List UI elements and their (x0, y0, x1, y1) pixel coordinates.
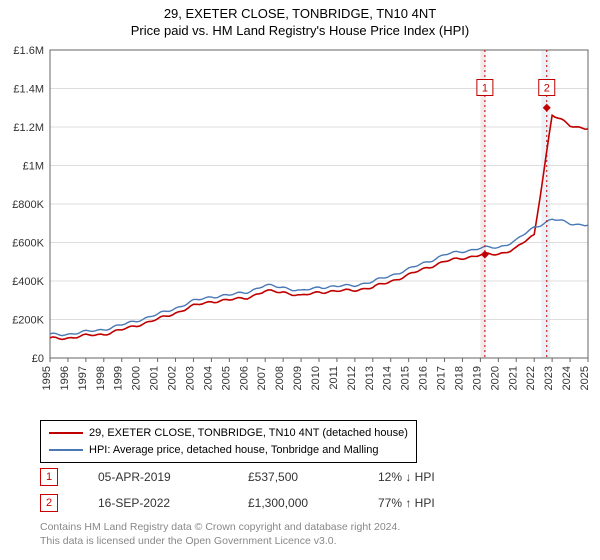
legend-row: HPI: Average price, detached house, Tonb… (49, 442, 408, 459)
svg-text:2012: 2012 (346, 366, 358, 390)
svg-text:2006: 2006 (238, 366, 250, 390)
svg-text:1996: 1996 (59, 366, 71, 390)
footnote-line: Contains HM Land Registry data © Crown c… (40, 520, 560, 534)
marker-badge: 2 (40, 494, 58, 512)
svg-text:1997: 1997 (77, 366, 89, 390)
legend-label: 29, EXETER CLOSE, TONBRIDGE, TN10 4NT (d… (89, 425, 408, 442)
chart-svg: £0 £200K £400K £600K £800K £1M £1.2M £1.4M £1.6M… (0, 44, 600, 414)
svg-text:2001: 2001 (149, 366, 161, 390)
svg-text:2013: 2013 (364, 366, 376, 390)
svg-text:2017: 2017 (436, 366, 448, 390)
svg-text:1998: 1998 (95, 366, 107, 390)
marker-date: 16-SEP-2022 (98, 496, 208, 510)
svg-text:2019: 2019 (471, 366, 483, 390)
svg-text:2024: 2024 (561, 366, 573, 390)
svg-text:2002: 2002 (167, 366, 179, 390)
svg-text:1999: 1999 (113, 366, 125, 390)
marker-diff: 12% ↓ HPI (378, 470, 488, 484)
svg-text:£1.6M: £1.6M (13, 45, 44, 57)
price-chart: £0 £200K £400K £600K £800K £1M £1.2M £1.4M £1.6M… (0, 44, 600, 414)
marker-price: £537,500 (248, 470, 338, 484)
svg-text:£600K: £600K (12, 238, 44, 250)
svg-text:£1.4M: £1.4M (13, 84, 44, 96)
footnote-line: This data is licensed under the Open Gov… (40, 534, 560, 548)
svg-text:£1.2M: £1.2M (13, 122, 44, 134)
svg-text:£800K: £800K (12, 199, 44, 211)
legend-swatch (49, 432, 83, 434)
svg-text:2000: 2000 (131, 366, 143, 390)
svg-text:2022: 2022 (525, 366, 537, 390)
svg-text:2023: 2023 (543, 366, 555, 390)
legend-label: HPI: Average price, detached house, Tonb… (89, 442, 378, 459)
svg-text:2008: 2008 (274, 366, 286, 390)
marker-row: 1 05-APR-2019 £537,500 12% ↓ HPI (40, 464, 560, 490)
chart-title-line1: 29, EXETER CLOSE, TONBRIDGE, TN10 4NT (0, 6, 600, 21)
chart-title-line2: Price paid vs. HM Land Registry's House … (0, 23, 600, 38)
marker-row: 2 16-SEP-2022 £1,300,000 77% ↑ HPI (40, 490, 560, 516)
svg-text:2009: 2009 (292, 366, 304, 390)
svg-text:2020: 2020 (489, 366, 501, 390)
svg-text:£1M: £1M (23, 161, 44, 173)
legend: 29, EXETER CLOSE, TONBRIDGE, TN10 4NT (d… (40, 420, 417, 463)
marker-diff: 77% ↑ HPI (378, 496, 488, 510)
svg-text:2025: 2025 (579, 366, 591, 390)
svg-text:2010: 2010 (310, 366, 322, 390)
svg-text:2014: 2014 (382, 366, 394, 390)
svg-text:2003: 2003 (184, 366, 196, 390)
marker-badge: 1 (40, 468, 58, 486)
marker-date: 05-APR-2019 (98, 470, 208, 484)
svg-text:2: 2 (544, 83, 550, 95)
svg-text:£0: £0 (32, 353, 44, 365)
svg-text:2004: 2004 (202, 366, 214, 390)
markers-table: 1 05-APR-2019 £537,500 12% ↓ HPI 2 16-SE… (40, 464, 560, 516)
footnote: Contains HM Land Registry data © Crown c… (40, 520, 560, 548)
chart-title-block: 29, EXETER CLOSE, TONBRIDGE, TN10 4NT Pr… (0, 0, 600, 38)
legend-swatch (49, 449, 83, 451)
svg-text:£200K: £200K (12, 315, 44, 327)
svg-text:2021: 2021 (507, 366, 519, 390)
svg-text:£400K: £400K (12, 276, 44, 288)
legend-row: 29, EXETER CLOSE, TONBRIDGE, TN10 4NT (d… (49, 425, 408, 442)
svg-text:2011: 2011 (328, 366, 340, 390)
svg-text:2005: 2005 (220, 366, 232, 390)
svg-text:2015: 2015 (400, 366, 412, 390)
svg-text:2016: 2016 (418, 366, 430, 390)
svg-text:2007: 2007 (256, 366, 268, 390)
svg-text:1: 1 (482, 83, 488, 95)
svg-text:2018: 2018 (453, 366, 465, 390)
svg-text:1995: 1995 (41, 366, 53, 390)
marker-price: £1,300,000 (248, 496, 338, 510)
